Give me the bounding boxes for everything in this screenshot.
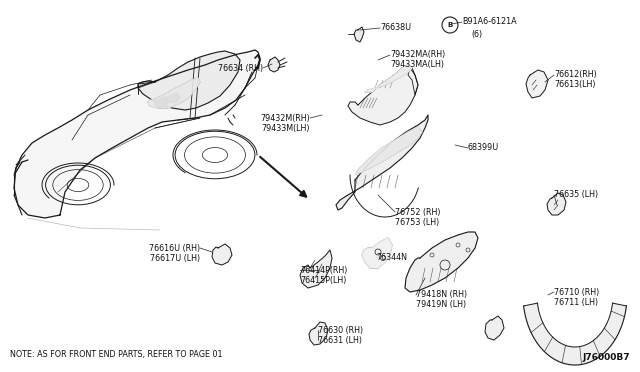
Polygon shape (348, 65, 418, 125)
Text: 79418N (RH): 79418N (RH) (416, 291, 467, 299)
Text: 79419N (LH): 79419N (LH) (416, 301, 466, 310)
Text: 76752 (RH): 76752 (RH) (395, 208, 440, 217)
Polygon shape (405, 232, 478, 292)
Text: 76617U (LH): 76617U (LH) (150, 253, 200, 263)
Polygon shape (485, 316, 504, 340)
Text: 68399U: 68399U (468, 144, 499, 153)
Polygon shape (167, 93, 180, 103)
Polygon shape (212, 244, 232, 265)
Text: B: B (447, 22, 452, 28)
Text: B91A6-6121A: B91A6-6121A (462, 17, 516, 26)
Text: 76414P(RH): 76414P(RH) (300, 266, 348, 275)
Polygon shape (547, 193, 566, 215)
Text: 76638U: 76638U (380, 23, 411, 32)
Polygon shape (148, 78, 200, 108)
Polygon shape (526, 70, 548, 98)
Polygon shape (362, 238, 392, 268)
Polygon shape (356, 127, 422, 174)
Polygon shape (309, 322, 328, 345)
Text: 76616U (RH): 76616U (RH) (149, 244, 200, 253)
Polygon shape (14, 50, 260, 218)
Text: (6): (6) (471, 31, 482, 39)
Text: 76630 (RH): 76630 (RH) (318, 326, 363, 334)
Text: 79433MA(LH): 79433MA(LH) (390, 61, 444, 70)
Polygon shape (336, 115, 428, 210)
Text: 76415P(LH): 76415P(LH) (300, 276, 346, 285)
Text: 76711 (LH): 76711 (LH) (554, 298, 598, 307)
Polygon shape (365, 65, 412, 92)
Polygon shape (138, 51, 240, 110)
Text: 76631 (LH): 76631 (LH) (318, 336, 362, 344)
Polygon shape (524, 303, 627, 365)
Text: 79432M(RH): 79432M(RH) (260, 113, 310, 122)
Text: 76612(RH): 76612(RH) (554, 71, 596, 80)
Polygon shape (155, 97, 168, 107)
Text: J76000B7: J76000B7 (582, 353, 630, 362)
Text: 76344N: 76344N (376, 253, 407, 263)
Text: 76710 (RH): 76710 (RH) (554, 288, 599, 296)
Text: 76635 (LH): 76635 (LH) (554, 190, 598, 199)
Text: 79432MA(RH): 79432MA(RH) (390, 51, 445, 60)
Text: 76634 (RH): 76634 (RH) (218, 64, 263, 73)
Polygon shape (268, 57, 280, 72)
Polygon shape (354, 27, 364, 42)
Text: 76753 (LH): 76753 (LH) (395, 218, 439, 227)
Polygon shape (300, 250, 332, 288)
Text: 76613(LH): 76613(LH) (554, 80, 595, 90)
Text: 79433M(LH): 79433M(LH) (262, 124, 310, 132)
Text: NOTE: AS FOR FRONT END PARTS, REFER TO PAGE 01: NOTE: AS FOR FRONT END PARTS, REFER TO P… (10, 350, 223, 359)
